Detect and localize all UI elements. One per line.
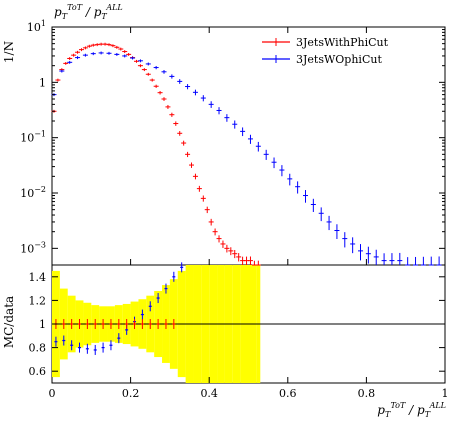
y-tick-label: 101 (27, 19, 46, 34)
y-tick-label: 10−3 (20, 240, 46, 255)
x-tick-label: 0.4 (200, 387, 218, 400)
y-tick-label: 10−2 (20, 185, 46, 200)
series-3JetsWOphiCut (51, 51, 442, 266)
main-series-group (51, 42, 442, 266)
x-tick-label: 0 (49, 387, 56, 400)
x-tick-label: 1 (442, 387, 449, 400)
ratio-y-axis-label: MC/data (2, 296, 16, 348)
legend: 3JetsWithPhiCut 3JetsWOphiCut (262, 36, 389, 66)
ratio-y-ticks: 0.6 0.8 1 1.2 1.4 (29, 271, 445, 378)
x-tick-label: 0.2 (122, 387, 140, 400)
ratio-y-tick-label: 1.2 (29, 294, 47, 307)
ratio-series-3JetsWOphiCut (54, 262, 184, 355)
series-3JetsWithPhiCut (51, 42, 261, 266)
ratio-y-tick-label: 0.6 (29, 365, 47, 378)
ratio-y-tick-label: 1 (39, 318, 46, 331)
main-y-axis-label: 1/N (2, 41, 16, 63)
main-y-ticks: 10−3 10−2 10−1 1 101 (20, 19, 445, 255)
x-tick-label: 0.8 (358, 387, 376, 400)
main-plot-frame (51, 26, 446, 266)
chart-title: pTToT / pTALL (54, 3, 123, 21)
ratio-y-tick-label: 0.8 (29, 342, 47, 355)
x-ticks: 0 0.2 0.4 0.6 0.8 1 (49, 27, 449, 400)
ratio-series-3JetsWithPhiCut (54, 319, 176, 329)
y-tick-label: 10−1 (20, 130, 46, 145)
ratio-series-group (54, 262, 184, 355)
ratio-y-tick-label: 1.4 (29, 271, 47, 284)
legend-label: 3JetsWithPhiCut (296, 36, 389, 49)
x-axis-label: pTToT / pTALL (377, 401, 446, 419)
y-tick-label: 1 (39, 76, 46, 89)
legend-label: 3JetsWOphiCut (296, 53, 382, 66)
x-tick-label: 0.6 (279, 387, 297, 400)
